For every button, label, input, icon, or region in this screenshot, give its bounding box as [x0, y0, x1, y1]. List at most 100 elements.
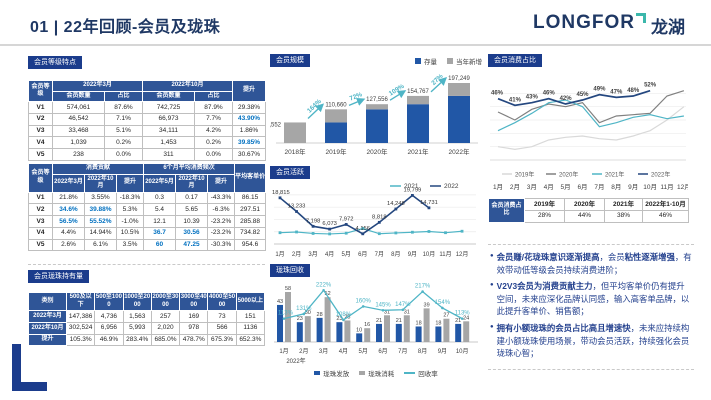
svg-text:6月: 6月 — [378, 348, 387, 355]
logo-chinese: 龙湖 — [651, 18, 685, 37]
svg-text:9月: 9月 — [438, 348, 447, 355]
svg-text:217%: 217% — [415, 284, 431, 290]
svg-text:31: 31 — [404, 309, 410, 315]
svg-text:11月: 11月 — [660, 183, 673, 191]
svg-text:13,233: 13,233 — [288, 204, 306, 210]
svg-text:8月: 8月 — [611, 183, 621, 191]
col-header: 提升 — [115, 173, 145, 193]
col-header: 1000至2000 — [122, 292, 152, 311]
svg-text:108%: 108% — [336, 312, 352, 318]
svg-text:2月: 2月 — [510, 183, 520, 191]
svg-text:27: 27 — [443, 313, 449, 319]
svg-text:49%: 49% — [593, 87, 606, 93]
svg-text:6月: 6月 — [577, 183, 587, 191]
member-activity-chart: 18,815 13,233 7,198 6,073 7,972 4,156 8,818 14,… — [270, 178, 482, 266]
svg-text:41%: 41% — [509, 97, 522, 103]
svg-text:3月: 3月 — [319, 348, 328, 355]
svg-text:110,660: 110,660 — [325, 102, 347, 108]
svg-text:21: 21 — [455, 318, 461, 324]
section-label-spend-share: 会员消费占比 — [488, 54, 542, 67]
bullet-item: ● 会员赚/花珑珠意识逐渐提高，会员粘性逐渐增强，有效带动低等级会员持续消费进阶； — [490, 252, 692, 275]
section-label-longzhu-holding: 会员珑珠持有量 — [28, 270, 89, 283]
svg-text:3月: 3月 — [308, 251, 317, 258]
col-header: 6个月平均消费频次 — [143, 163, 236, 175]
svg-text:10月: 10月 — [456, 348, 469, 355]
svg-text:18: 18 — [416, 320, 422, 326]
svg-text:4月: 4月 — [325, 251, 334, 258]
header-divider — [0, 44, 711, 46]
svg-text:222%: 222% — [316, 282, 332, 288]
svg-text:16: 16 — [364, 322, 370, 328]
col-header: 2022年10月 — [84, 173, 117, 193]
svg-text:2021年: 2021年 — [605, 171, 624, 179]
longzhu-chart-legend: 珑珠发放 珑珠消耗 回收率 — [270, 368, 482, 378]
col-header: 2022年3月 — [52, 80, 143, 92]
svg-text:14,248: 14,248 — [387, 201, 405, 207]
svg-text:67,552: 67,552 — [270, 122, 282, 128]
tier-table: 会员等级 2022年3月 2022年10月 提升 会员数量 占比 会员数量 占比… — [28, 80, 266, 161]
bullet-icon: ● — [490, 282, 494, 289]
col-header: 会员等级 — [28, 163, 53, 193]
col-header: 2022年10月 — [175, 173, 209, 193]
member-scale-chart: 67,552 2018年 110,660 2019年 127,556 2020年 154,7… — [270, 68, 482, 162]
svg-text:2月: 2月 — [292, 251, 301, 258]
col-header: 类别 — [28, 292, 67, 311]
col-header: 消费贡献 — [51, 163, 145, 175]
svg-text:30: 30 — [305, 310, 311, 316]
col-header: 2022年10月 — [142, 80, 233, 92]
svg-text:12月: 12月 — [677, 183, 688, 191]
svg-text:24: 24 — [463, 315, 469, 321]
col-header: 3000至4000 — [179, 292, 209, 311]
svg-text:14,731: 14,731 — [420, 200, 438, 206]
svg-text:7,972: 7,972 — [339, 216, 354, 222]
longfor-logo: LONGFOR 龙湖 — [533, 12, 685, 38]
svg-text:1月: 1月 — [279, 348, 288, 355]
section-label-member-scale: 会员规模 — [270, 54, 310, 67]
bullet-icon: ● — [490, 324, 494, 331]
table-row: 2022年10月 302,524 6,956 5,993 2,020 978 566 1136 — [28, 321, 266, 335]
svg-text:42%: 42% — [560, 96, 573, 102]
longzhu-chart: 43 58 1月 23 30 2月 28 52 3月 23 25 4月 10 16 5月 21 31 6月 21 31… — [270, 276, 482, 366]
svg-text:27%: 27% — [430, 73, 444, 87]
col-header: 2022年5月 — [143, 173, 177, 193]
col-header: 占比 — [194, 90, 233, 102]
svg-text:2020年: 2020年 — [367, 147, 388, 156]
page-title: 01 | 22年回顾-会员及珑珠 — [30, 19, 221, 36]
svg-text:131%: 131% — [296, 306, 312, 312]
col-header: 会员数量 — [52, 90, 105, 102]
col-header: 500及以下 — [65, 292, 96, 311]
logo-corner-icon — [636, 13, 646, 23]
table-row: V3 33,468 5.1% 34,111 4.2% 1.86% — [28, 124, 266, 138]
col-header: 占比 — [104, 90, 143, 102]
svg-text:72%: 72% — [349, 91, 364, 102]
spend-share-chart: 46% 41% 43% 46% 42% 45% 49% 47% 48% 52% 2019年 2020年… — [488, 68, 688, 192]
dashed-separator — [28, 264, 265, 265]
svg-text:145%: 145% — [375, 302, 391, 308]
svg-text:2022年: 2022年 — [286, 357, 305, 365]
svg-text:19,799: 19,799 — [404, 187, 422, 193]
svg-text:4月: 4月 — [544, 183, 554, 191]
spend-share-table: 会员消费占比 2019年 2020年 2021年 2022年1-10月 28% 44% 3… — [488, 198, 689, 223]
svg-text:5月: 5月 — [359, 348, 368, 355]
svg-text:127,556: 127,556 — [366, 97, 388, 103]
svg-text:48%: 48% — [627, 88, 640, 94]
svg-text:6,073: 6,073 — [322, 221, 337, 227]
table-row: V2 46,542 7.1% 66,973 7.7% 43.90% — [28, 112, 266, 126]
svg-text:113%: 113% — [278, 311, 294, 317]
svg-text:160%: 160% — [356, 298, 372, 304]
section-label-member-activity: 会员活跃 — [270, 166, 310, 179]
svg-text:7,198: 7,198 — [306, 218, 321, 224]
svg-text:2021年: 2021年 — [408, 147, 429, 156]
svg-text:1月: 1月 — [275, 251, 284, 258]
svg-text:8月: 8月 — [418, 348, 427, 355]
svg-text:9月: 9月 — [628, 183, 638, 191]
table-row: V4 1,039 0.2% 1,453 0.2% 39.85% — [28, 136, 266, 150]
svg-text:2020年: 2020年 — [559, 171, 578, 179]
svg-text:2022: 2022 — [444, 183, 459, 190]
svg-text:8,818: 8,818 — [372, 214, 387, 220]
spend-table: 会员等级 消费贡献 6个月平均消费频次 平均客单价 2022年3月 2022年1… — [28, 163, 267, 252]
svg-text:21: 21 — [396, 318, 402, 324]
col-header: 平均客单价 — [234, 163, 267, 193]
svg-text:58: 58 — [285, 286, 291, 292]
col-header: 2022年3月 — [52, 173, 85, 193]
